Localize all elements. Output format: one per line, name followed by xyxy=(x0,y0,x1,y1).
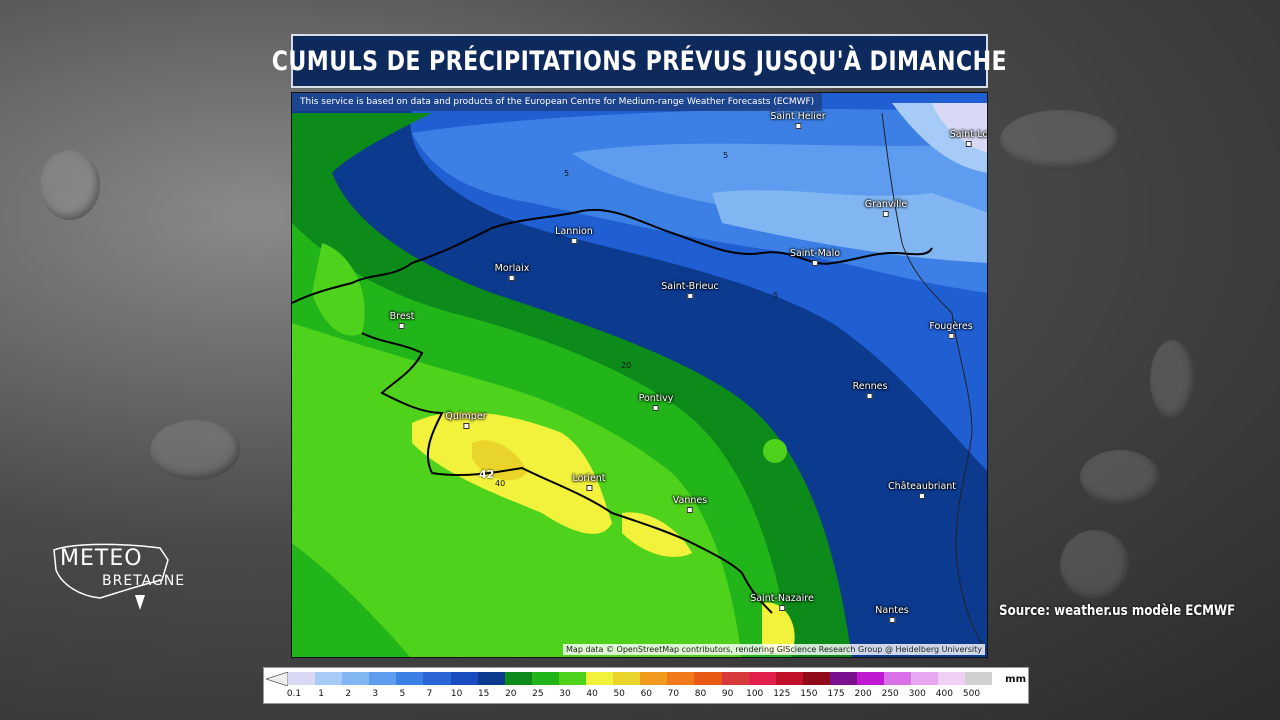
legend-swatches xyxy=(288,672,993,685)
legend-value: 30 xyxy=(559,689,571,699)
legend-value: 20 xyxy=(505,689,517,699)
city-marker: Granville xyxy=(865,199,907,217)
ecmwf-credit: This service is based on data and produc… xyxy=(292,93,823,111)
contour-label: 20 xyxy=(621,361,632,370)
city-marker: Pontivy xyxy=(639,393,673,411)
rain-drop xyxy=(150,420,240,480)
contour-label: 40 xyxy=(495,479,506,488)
legend-swatch xyxy=(504,672,532,685)
legend-swatch xyxy=(423,672,451,685)
city-marker: Saint-Malo xyxy=(790,248,840,266)
legend-value: 1 xyxy=(318,689,324,699)
contour-label: 5 xyxy=(564,169,570,178)
legend-swatch xyxy=(586,672,614,685)
legend-swatch xyxy=(369,672,397,685)
legend-swatch xyxy=(531,672,559,685)
legend-value: 150 xyxy=(800,689,818,699)
precipitation-map: This service is based on data and produc… xyxy=(291,92,988,658)
legend-value: 40 xyxy=(586,689,598,699)
legend-value: 0.1 xyxy=(286,689,302,699)
legend-swatch xyxy=(856,672,885,685)
city-marker: Vannes xyxy=(673,495,707,513)
city-marker: Saint-Nazaire xyxy=(750,593,814,611)
legend-value: 100 xyxy=(746,689,764,699)
legend-value: 80 xyxy=(694,689,707,699)
city-marker: Lannion xyxy=(555,226,593,244)
legend-unit: mm xyxy=(1005,674,1026,685)
legend-value: 175 xyxy=(827,689,845,699)
city-marker: Saint Helier xyxy=(770,111,826,129)
legend-swatch xyxy=(748,672,776,685)
city-marker: Morlaix xyxy=(495,263,529,281)
logo-text-bretagne: BRETAGNE xyxy=(102,573,186,589)
rain-drop xyxy=(1080,450,1160,505)
legend-value: 300 xyxy=(908,689,926,699)
legend-swatch xyxy=(667,672,695,685)
legend-swatch xyxy=(829,672,857,685)
legend-swatch xyxy=(802,672,830,685)
rain-drop xyxy=(1000,110,1120,170)
legend-value: 60 xyxy=(640,689,653,699)
max-precipitation-value: 42 xyxy=(479,468,495,481)
meteo-bretagne-logo: METEO BRETAGNE xyxy=(50,540,184,620)
city-marker: Fougères xyxy=(929,321,973,339)
city-marker: Brest xyxy=(390,311,414,329)
legend-swatch xyxy=(911,672,939,685)
page-title: CUMULS DE PRÉCIPITATIONS PRÉVUS JUSQU'À … xyxy=(271,45,1008,77)
legend-value: 5 xyxy=(399,689,406,699)
legend-value: 10 xyxy=(450,689,463,699)
legend-swatch xyxy=(288,672,316,685)
legend-value: 7 xyxy=(426,689,433,699)
legend-value: 25 xyxy=(532,689,544,699)
legend-swatch xyxy=(558,672,587,685)
rain-drop xyxy=(1150,340,1195,420)
brittany-map-logo-icon xyxy=(53,543,169,610)
source-caption: Source: weather.us modèle ECMWF xyxy=(999,603,1236,619)
legend-swatch xyxy=(613,672,641,685)
city-marker: Rennes xyxy=(853,381,887,399)
legend-swatch xyxy=(694,672,722,685)
legend-value: 250 xyxy=(881,689,899,699)
legend-swatch xyxy=(938,672,966,685)
legend-swatch xyxy=(884,672,912,685)
legend-value: 400 xyxy=(935,689,953,699)
city-marker: Châteaubriant xyxy=(888,481,956,499)
legend-value: 200 xyxy=(854,689,872,699)
legend-value: 500 xyxy=(962,689,981,699)
legend-swatch xyxy=(477,672,505,685)
legend-value: 3 xyxy=(372,689,379,699)
title-banner: CUMULS DE PRÉCIPITATIONS PRÉVUS JUSQU'À … xyxy=(272,34,1007,88)
contour-label: 5 xyxy=(773,291,779,300)
legend-swatch xyxy=(450,672,478,685)
legend-value: 15 xyxy=(477,689,490,699)
legend-value: 125 xyxy=(773,689,791,699)
city-marker: Saint-Brieuc xyxy=(661,281,719,299)
legend-value: 70 xyxy=(667,689,680,699)
precipitation-legend: 0.1 1 2 3 5 7 10 15 20 25 30 40 50 60 70 80 90 100 125 150 1… xyxy=(263,667,1029,704)
contour-label: 5 xyxy=(723,151,729,160)
city-marker: Quimper xyxy=(445,411,487,429)
legend-arrow-icon xyxy=(266,672,288,686)
city-marker: Saint-Lo xyxy=(950,129,987,147)
legend-value: 2 xyxy=(345,689,352,699)
legend-labels: 0.1 1 2 3 5 7 10 15 20 25 30 40 50 60 70 80 90 100 125 150 1… xyxy=(284,689,1004,701)
legend-swatch xyxy=(721,672,749,685)
map-attribution: Map data © OpenStreetMap contributors, r… xyxy=(563,644,985,655)
legend-value: 90 xyxy=(721,689,734,699)
rain-drop xyxy=(1060,530,1130,600)
legend-swatch xyxy=(775,672,803,685)
city-marker: Lorient xyxy=(572,473,606,491)
logo-text-meteo: METEO xyxy=(60,546,143,571)
legend-value: 50 xyxy=(613,689,625,699)
map-graphic xyxy=(292,93,987,657)
legend-swatch xyxy=(396,672,424,685)
legend-swatch xyxy=(640,672,668,685)
legend-swatch xyxy=(315,672,343,685)
city-marker: Nantes xyxy=(875,605,909,623)
legend-swatch xyxy=(965,672,993,685)
rain-drop xyxy=(40,150,100,220)
legend-swatch xyxy=(342,672,370,685)
